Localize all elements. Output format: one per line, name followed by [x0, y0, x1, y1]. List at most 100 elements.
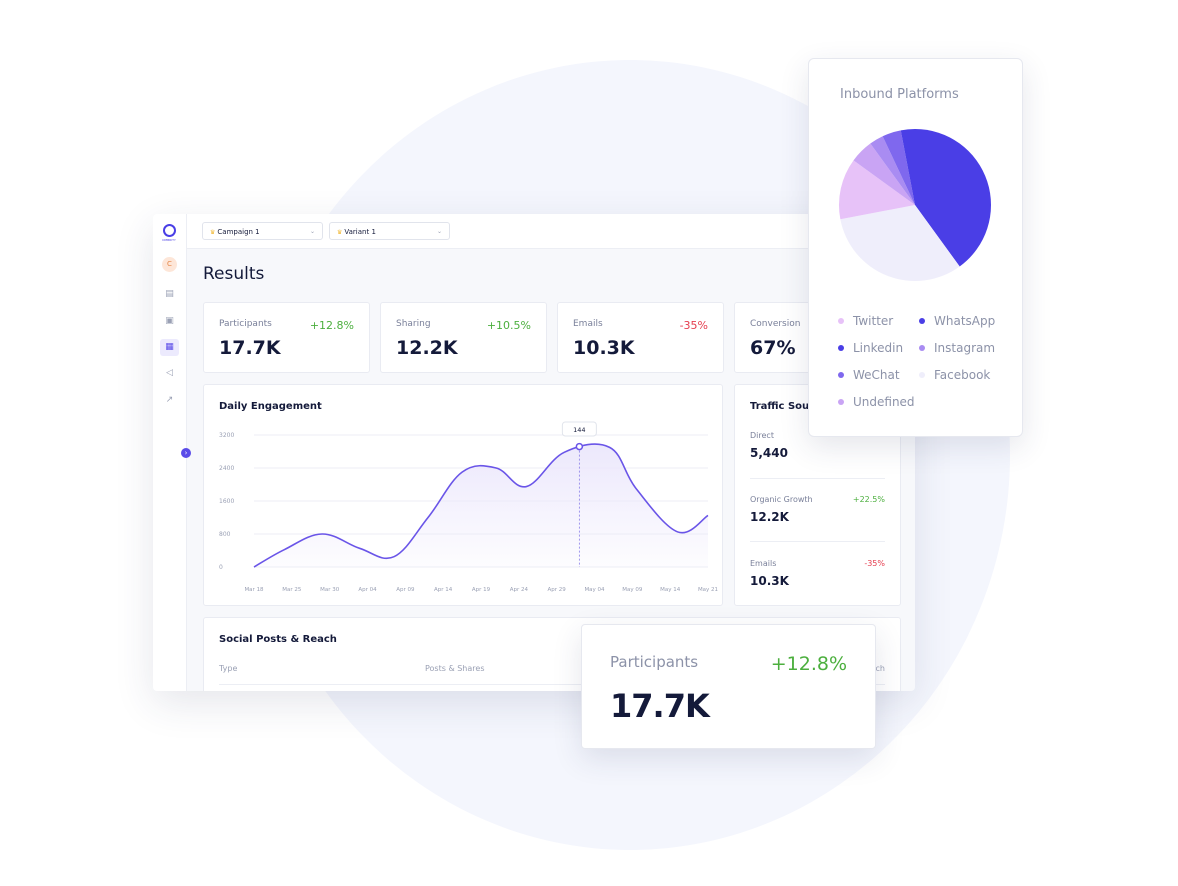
traffic-source-value: 5,440	[750, 446, 788, 460]
stat-label: Sharing	[396, 319, 431, 329]
floating-stat-value: 17.7K	[610, 687, 710, 725]
floating-stat-change: +12.8%	[770, 653, 847, 675]
divider	[750, 541, 885, 542]
traffic-source-label: Direct	[750, 431, 774, 440]
inbound-platforms-title: Inbound Platforms	[840, 87, 959, 102]
x-tick-label: Apr 09	[396, 587, 415, 593]
x-tick-label: May 21	[698, 587, 718, 593]
daily-engagement-chart: 3200 2400 1600 800 0 Mar 18 Mar 25 Mar 30 Apr 04…	[219, 421, 718, 593]
x-tick-label: May 09	[622, 587, 643, 593]
legend-item-undefined[interactable]: Undefined	[838, 395, 915, 409]
highlight-point[interactable]	[575, 442, 584, 451]
pie-slice-undefined[interactable]	[853, 143, 915, 205]
legend-item-whatsapp[interactable]: WhatsApp	[919, 314, 995, 328]
app-logo[interactable]: OMBRITY	[162, 224, 176, 244]
external-link-icon[interactable]: ↗	[165, 395, 174, 405]
legend-dot-icon	[919, 344, 925, 351]
legend-dot-icon	[838, 317, 844, 324]
chevron-down-icon: ⌄	[436, 228, 442, 235]
variant-select-label: Variant 1	[344, 228, 376, 236]
traffic-source-value: 12.2K	[750, 510, 789, 524]
legend-label: Instagram	[934, 341, 996, 355]
pie-slice-twitter[interactable]	[839, 160, 915, 220]
variant-select[interactable]: ♛ Variant 1 ⌄	[329, 222, 450, 240]
legend-label: Facebook	[934, 368, 991, 382]
logo-ring-icon	[162, 224, 176, 237]
megaphone-icon[interactable]: ◁	[166, 368, 173, 378]
legend-label: WeChat	[853, 368, 900, 382]
area-fill	[254, 444, 708, 567]
stat-card-emails: Emails -35% 10.3K	[557, 302, 724, 373]
legend-dot-icon	[919, 317, 925, 324]
x-tick-label: Apr 14	[434, 587, 453, 593]
legend-item-wechat[interactable]: WeChat	[838, 368, 900, 382]
stat-card-sharing: Sharing +10.5% 12.2K	[380, 302, 547, 373]
stat-label: Emails	[573, 319, 603, 329]
pie-slice-linkedin[interactable]	[900, 129, 915, 205]
floating-stat-label: Participants	[610, 653, 699, 671]
crown-icon: ♛	[337, 229, 343, 236]
daily-engagement-card: Daily Engagement 3200 2400 1600 800 0 Mar 18 M…	[203, 384, 723, 606]
pie-slice-facebook[interactable]	[840, 205, 960, 281]
column-header-type[interactable]: Type	[219, 664, 238, 673]
y-tick-label: 800	[219, 531, 231, 538]
traffic-source-label: Emails	[750, 559, 777, 568]
legend-item-linkedin[interactable]: Linkedin	[838, 341, 903, 355]
y-tick-label: 0	[219, 564, 223, 571]
topbar: ♛ Campaign 1 ⌄ ♛ Variant 1 ⌄	[187, 214, 915, 249]
daily-engagement-title: Daily Engagement	[219, 401, 322, 412]
image-icon[interactable]: ▣	[165, 316, 174, 326]
dashboard-window: OMBRITY C ▤ ▣ ▦ ◁ ↗ ♛ Campaign 1 ⌄ ♛ Varia…	[153, 214, 915, 691]
y-tick-label: 1600	[219, 498, 234, 505]
traffic-source-organic: Organic Growth +22.5% 12.2K	[750, 495, 885, 524]
stat-card-participants: Participants +12.8% 17.7K	[203, 302, 370, 373]
traffic-source-direct: Direct 5,440	[750, 431, 885, 460]
traffic-source-label: Organic Growth	[750, 495, 813, 504]
social-posts-title: Social Posts & Reach	[219, 634, 337, 645]
legend-item-twitter[interactable]: Twitter	[838, 314, 893, 328]
x-tick-label: May 04	[584, 587, 605, 593]
legend-item-instagram[interactable]: Instagram	[919, 341, 995, 355]
y-tick-label: 2400	[219, 465, 234, 472]
x-tick-label: Mar 30	[320, 587, 340, 593]
grid-icon[interactable]: ▦	[160, 339, 179, 356]
tooltip-box	[561, 421, 597, 437]
column-header-posts[interactable]: Posts & Shares	[425, 664, 485, 673]
stat-value: 17.7K	[219, 337, 281, 359]
stat-change: +10.5%	[486, 319, 531, 332]
stat-change: +12.8%	[309, 319, 354, 332]
crown-icon: ♛	[210, 229, 216, 236]
y-tick-label: 3200	[219, 432, 234, 439]
page-title: Results	[203, 264, 265, 284]
x-tick-label: Mar 25	[282, 587, 302, 593]
traffic-source-change: -35%	[864, 559, 885, 568]
traffic-source-change: +22.5%	[852, 495, 885, 504]
legend-label: Undefined	[853, 395, 915, 409]
document-icon[interactable]: ▤	[165, 289, 174, 299]
divider	[750, 478, 885, 479]
expand-sidebar-button[interactable]: ›	[181, 448, 191, 458]
stat-value: 12.2K	[396, 337, 458, 359]
pie-slice-wechat[interactable]	[882, 130, 915, 205]
legend-dot-icon	[838, 371, 844, 378]
x-tick-label: Apr 24	[510, 587, 529, 593]
table-divider	[219, 684, 885, 685]
traffic-sources-title: Traffic Sources	[750, 401, 833, 412]
pie-slice-whatsapp[interactable]	[915, 129, 991, 267]
series-line	[253, 443, 709, 568]
legend-dot-icon	[838, 398, 844, 405]
traffic-source-emails: Emails -35% 10.3K	[750, 559, 885, 588]
inbound-platforms-card: Inbound Platforms Twitter WhatsApp Linkedi…	[808, 58, 1023, 437]
campaign-select[interactable]: ♛ Campaign 1 ⌄	[202, 222, 323, 240]
pie-slice-instagram[interactable]	[870, 136, 915, 205]
legend-item-facebook[interactable]: Facebook	[919, 368, 990, 382]
logo-text: OMBRITY	[162, 238, 176, 242]
x-tick-label: Apr 19	[472, 587, 491, 593]
floating-participants-card: Participants +12.8% 17.7K	[581, 624, 876, 749]
avatar[interactable]: C	[162, 257, 177, 272]
campaign-select-label: Campaign 1	[217, 228, 260, 236]
stat-value: 10.3K	[573, 337, 635, 359]
legend-label: WhatsApp	[934, 314, 996, 328]
traffic-source-value: 10.3K	[750, 574, 789, 588]
x-tick-label: May 14	[660, 587, 681, 593]
